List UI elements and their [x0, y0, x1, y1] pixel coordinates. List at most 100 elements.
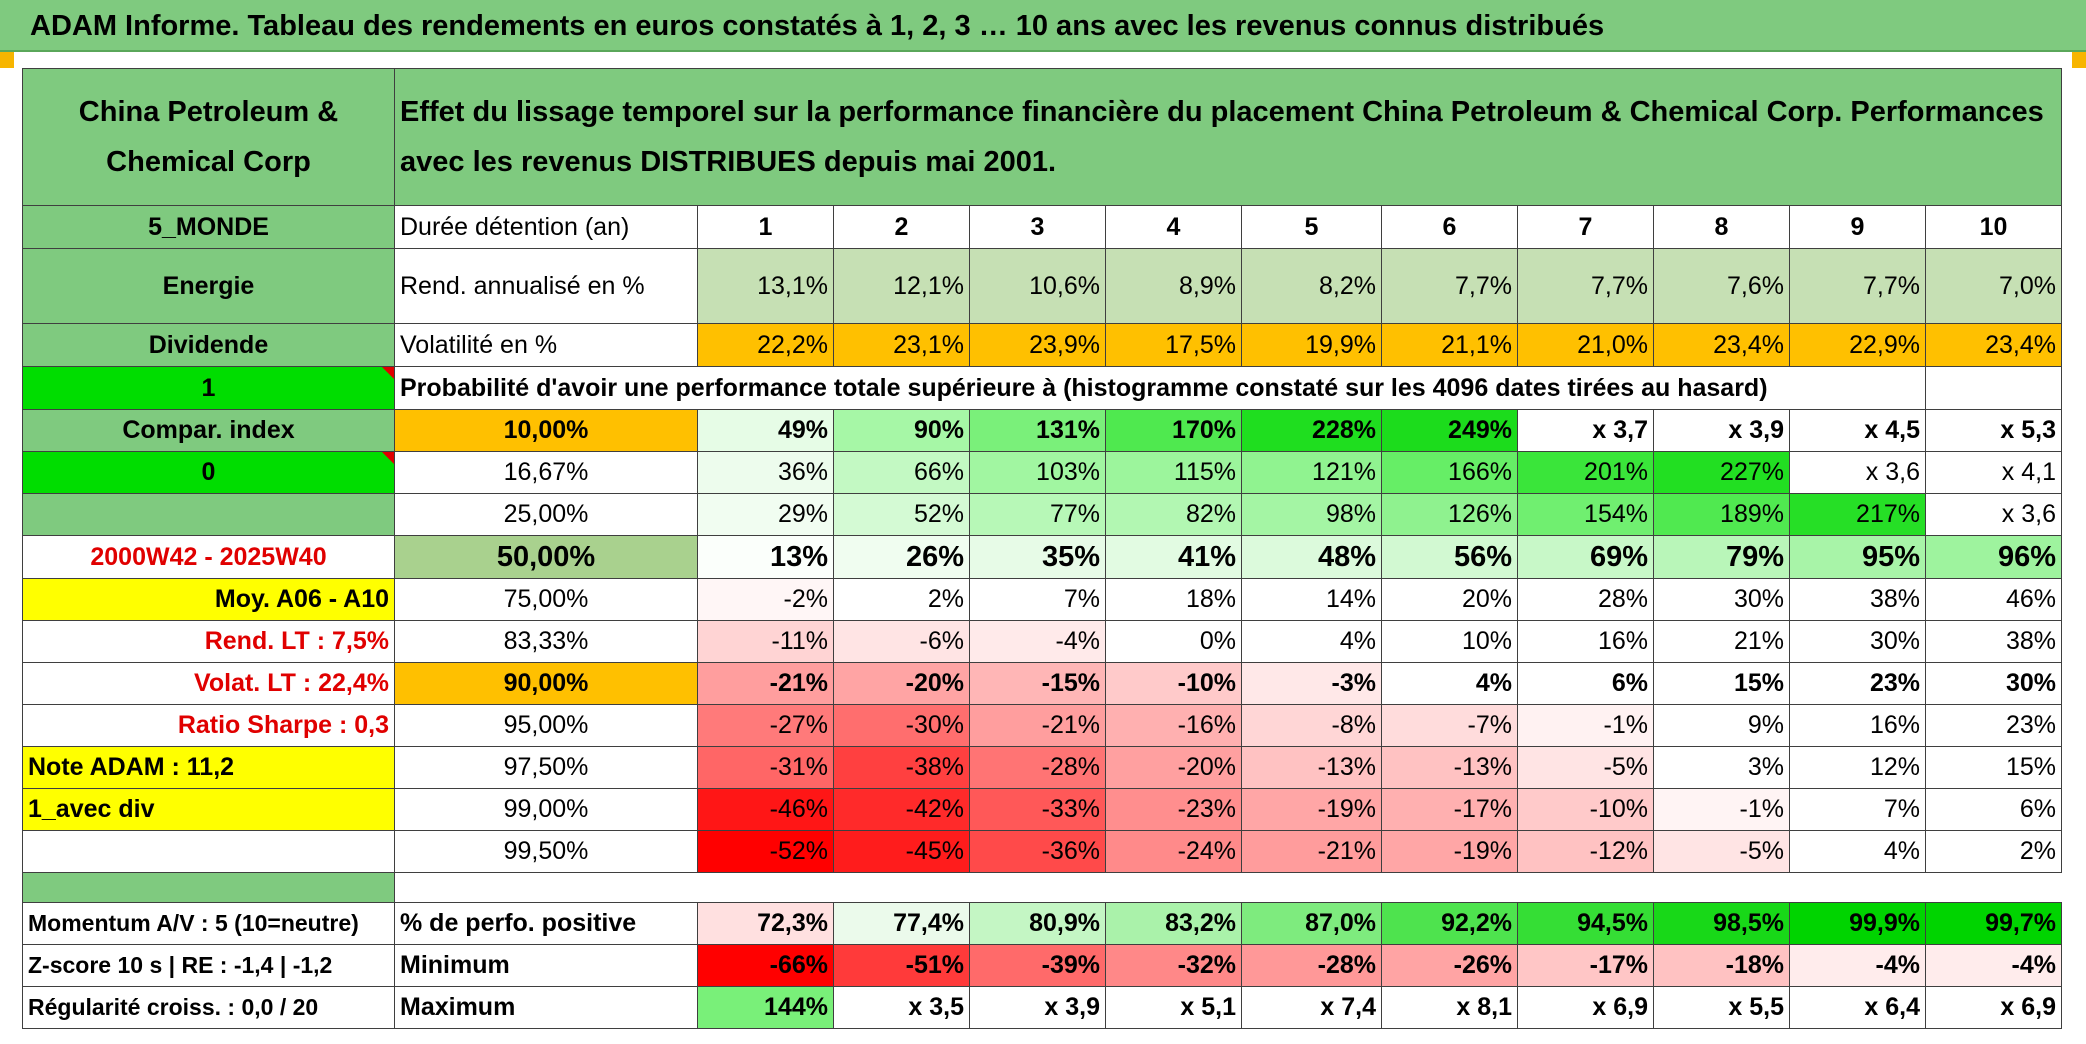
quantile-value: -15% — [969, 662, 1106, 705]
quantile-value: 2% — [833, 578, 970, 621]
quantile-value: 52% — [833, 493, 970, 536]
quantile-label: 50,00% — [394, 535, 698, 579]
indicator-zero: 0 — [22, 451, 395, 494]
value-cell: 7,6% — [1653, 248, 1790, 324]
quantile-value: -10% — [1517, 788, 1654, 831]
quantile-value: 16% — [1517, 620, 1654, 663]
year-header: 8 — [1653, 205, 1790, 249]
blank-cell — [1925, 366, 2062, 410]
value-cell: x 6,9 — [1925, 986, 2062, 1029]
quantile-value: -12% — [1517, 830, 1654, 873]
value-cell: 80,9% — [969, 902, 1106, 945]
quantile-value: -33% — [969, 788, 1106, 831]
value-cell: 77,4% — [833, 902, 970, 945]
value-cell: x 6,4 — [1789, 986, 1926, 1029]
value-cell: 87,0% — [1241, 902, 1382, 945]
sector-label: Energie — [22, 248, 395, 324]
quantile-value: x 3,6 — [1789, 451, 1926, 494]
quantile-value: 154% — [1517, 493, 1654, 536]
quantile-value: -52% — [697, 830, 834, 873]
value-cell: x 3,5 — [833, 986, 970, 1029]
quantile-row: 1_avec div 99,00% -46% -42% -33% -23% -19% -17%… — [22, 788, 2062, 831]
quantile-value: -10% — [1105, 662, 1242, 705]
quantile-value: -19% — [1381, 830, 1518, 873]
spacer-green — [22, 872, 395, 903]
value-cell: 12,1% — [833, 248, 970, 324]
quantile-value: x 4,1 — [1925, 451, 2062, 494]
quantile-value: 121% — [1241, 451, 1382, 494]
quantile-row: 25,00% 29% 52% 77% 82% 98% 126% 154% 189% 217% x 3… — [22, 493, 2062, 536]
quantile-value: -28% — [969, 746, 1106, 789]
quantile-value: -6% — [833, 620, 970, 663]
quantile-value: -24% — [1105, 830, 1242, 873]
zscore-label: Z-score 10 s | RE : -1,4 | -1,2 — [22, 944, 395, 987]
vol-row: Dividende Volatilité en % 22,2% 23,1% 23,9% 1… — [22, 323, 2062, 367]
compar-index-label: Compar. index — [22, 409, 395, 452]
quantile-value: 77% — [969, 493, 1106, 536]
quantile-value: 38% — [1789, 578, 1926, 621]
quantile-value: -21% — [697, 662, 834, 705]
value-cell: 22,2% — [697, 323, 834, 367]
note-adam-label: Note ADAM : 11,2 — [22, 746, 395, 789]
value-cell: 23,1% — [833, 323, 970, 367]
quantile-value: 96% — [1925, 535, 2062, 579]
quantile-value: 46% — [1925, 578, 2062, 621]
quantile-value: -4% — [969, 620, 1106, 663]
quantile-value: 30% — [1789, 620, 1926, 663]
value-cell: -18% — [1653, 944, 1790, 987]
rend-label: Rend. annualisé en % — [394, 248, 698, 324]
quantile-label: 16,67% — [394, 451, 698, 494]
quantile-value: 6% — [1925, 788, 2062, 831]
value-cell: 21,0% — [1517, 323, 1654, 367]
quantile-value: -13% — [1381, 746, 1518, 789]
quantile-value: 35% — [969, 535, 1106, 579]
quantile-value: 0% — [1105, 620, 1242, 663]
quantile-value: 30% — [1653, 578, 1790, 621]
quantile-value: -5% — [1517, 746, 1654, 789]
quantile-value: x 5,3 — [1925, 409, 2062, 452]
quantile-value: 41% — [1105, 535, 1242, 579]
quantile-row: 0 16,67% 36% 66% 103% 115% 121% 166% 201% 227% x 3… — [22, 451, 2062, 494]
quantile-value: 10% — [1381, 620, 1518, 663]
left-corner-mark — [0, 52, 14, 68]
year-header: 4 — [1105, 205, 1242, 249]
quantile-value: -23% — [1105, 788, 1242, 831]
value-cell: 94,5% — [1517, 902, 1654, 945]
value-cell: 99,7% — [1925, 902, 2062, 945]
quantile-value: 14% — [1241, 578, 1382, 621]
quantile-value: -20% — [1105, 746, 1242, 789]
right-corner-mark — [2072, 52, 2086, 68]
quantile-value: -8% — [1241, 704, 1382, 747]
quantile-value: -17% — [1381, 788, 1518, 831]
quantile-label: 75,00% — [394, 578, 698, 621]
value-cell: 23,4% — [1925, 323, 2062, 367]
value-cell: -39% — [969, 944, 1106, 987]
quantile-value: 38% — [1925, 620, 2062, 663]
quantile-value: -21% — [1241, 830, 1382, 873]
quantile-value: 49% — [697, 409, 834, 452]
value-cell: -32% — [1105, 944, 1242, 987]
quantile-value: -1% — [1653, 788, 1790, 831]
quantile-value: 56% — [1381, 535, 1518, 579]
quantile-value: 21% — [1653, 620, 1790, 663]
quantile-value: -36% — [969, 830, 1106, 873]
quantile-value: 4% — [1789, 830, 1926, 873]
probability-title: Probabilité d'avoir une performance tota… — [394, 366, 1926, 410]
value-cell: 22,9% — [1789, 323, 1926, 367]
maximum-label: Maximum — [394, 986, 698, 1029]
quantile-value: -38% — [833, 746, 970, 789]
quantile-label: 83,33% — [394, 620, 698, 663]
value-cell: -4% — [1789, 944, 1926, 987]
value-cell: 23,4% — [1653, 323, 1790, 367]
zone-label: 5_MONDE — [22, 205, 395, 249]
quantile-value: -46% — [697, 788, 834, 831]
regularite-label: Régularité croiss. : 0,0 / 20 — [22, 986, 395, 1029]
quantile-row: Note ADAM : 11,2 97,50% -31% -38% -28% -20% -1… — [22, 746, 2062, 789]
momentum-label: Momentum A/V : 5 (10=neutre) — [22, 902, 395, 945]
value-cell: -66% — [697, 944, 834, 987]
quantile-row: Ratio Sharpe : 0,3 95,00% -27% -30% -21% -16%… — [22, 704, 2062, 747]
value-cell: x 3,9 — [969, 986, 1106, 1029]
quantile-value: -21% — [969, 704, 1106, 747]
quantile-label: 99,50% — [394, 830, 698, 873]
value-cell: 17,5% — [1105, 323, 1242, 367]
